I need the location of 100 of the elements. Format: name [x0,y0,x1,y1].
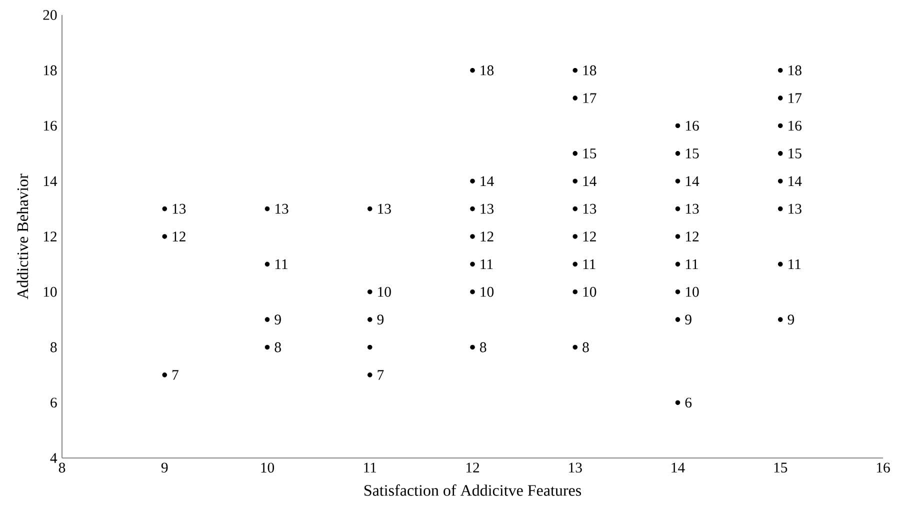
data-label: 12 [686,232,699,242]
data-label: 13 [788,204,802,214]
data-label: 12 [480,232,494,242]
point [572,178,578,184]
point [162,206,168,212]
data-label: 16 [788,120,802,131]
data-label: 14 [686,176,700,186]
data-label: 17 [583,93,596,103]
x-tick-label: 8 [58,462,66,473]
data-label: 13 [686,204,699,214]
data-label: 10 [480,286,494,297]
y-tick-label: 16 [44,120,57,131]
point [675,317,680,322]
point [572,344,578,350]
x-tick-label: 9 [161,462,168,473]
point [470,178,475,184]
point [778,262,783,267]
point [162,372,168,378]
data-label: 9 [274,314,281,324]
data-label: 8 [274,342,281,352]
data-label: 13 [172,204,186,214]
point [367,344,372,350]
point [367,289,372,294]
x-tick-label: 14 [672,462,685,472]
x-tick-label: 10 [261,462,274,473]
x-tick-label: 12 [466,462,480,472]
point [778,151,783,156]
data-label: 7 [172,370,178,380]
point [675,123,680,128]
data-label: 14 [788,176,802,186]
point [367,372,372,378]
data-label: 15 [686,148,699,158]
point [675,151,680,156]
data-label: 17 [788,93,802,103]
data-label: 12 [172,232,186,242]
y-tick-label: 6 [50,398,57,408]
y-tick-label: 14 [44,176,58,186]
x-tick-label: 13 [569,462,582,473]
data-label: 18 [480,65,494,76]
point [675,206,680,212]
point [572,234,578,239]
point [470,344,475,350]
point [470,68,475,73]
data-label: 16 [686,120,699,131]
data-label: 9 [685,314,692,324]
y-tick-label: 12 [44,232,56,242]
y-tick-label: 4 [50,453,58,463]
x-axis-title: Satisfaction of Addicitve Features [364,484,582,496]
x-tick-label: 11 [364,462,376,472]
data-label: 11 [480,259,493,270]
data-label: 13 [480,204,494,214]
point [675,234,680,239]
data-label: 10 [378,286,391,297]
point [675,262,680,267]
data-label: 18 [583,65,596,76]
point [470,206,475,212]
point [675,289,680,294]
data-label: 13 [275,204,288,214]
y-tick-label: 20 [43,10,57,20]
point [264,344,270,350]
point [572,289,578,294]
point [264,206,270,212]
point [778,206,783,212]
data-label: 18 [788,65,802,76]
data-label: 10 [583,286,596,297]
data-label: 11 [686,259,698,270]
point [778,96,783,100]
data-label: 15 [583,148,596,158]
y-tick-label: 18 [44,65,57,76]
point [572,206,578,212]
data-label: 8 [480,342,486,352]
point [470,234,475,239]
point [778,123,783,128]
x-tick-label: 15 [774,462,788,473]
point [675,400,680,406]
data-label: 11 [275,259,288,270]
y-tick-label: 10 [44,286,57,297]
y-tick-label: 8 [50,342,57,352]
point [572,96,578,100]
data-label: 14 [480,176,494,186]
point [264,262,270,267]
data-label: 14 [583,176,596,186]
data-label: 9 [788,314,794,324]
point [572,68,578,73]
point [675,178,680,184]
data-label: 8 [582,342,589,352]
point [264,317,270,322]
point [367,206,372,212]
x-tick-label: 16 [876,462,890,473]
data-label: 12 [583,232,596,242]
point [367,317,372,322]
y-axis-title: Addictive Behavior [16,174,28,300]
data-label: 13 [583,204,596,214]
point [778,68,783,73]
point [162,234,168,239]
data-label: 7 [378,370,384,380]
point [778,317,783,322]
data-label: 10 [686,286,699,297]
point [470,289,475,294]
data-label: 15 [788,148,802,158]
